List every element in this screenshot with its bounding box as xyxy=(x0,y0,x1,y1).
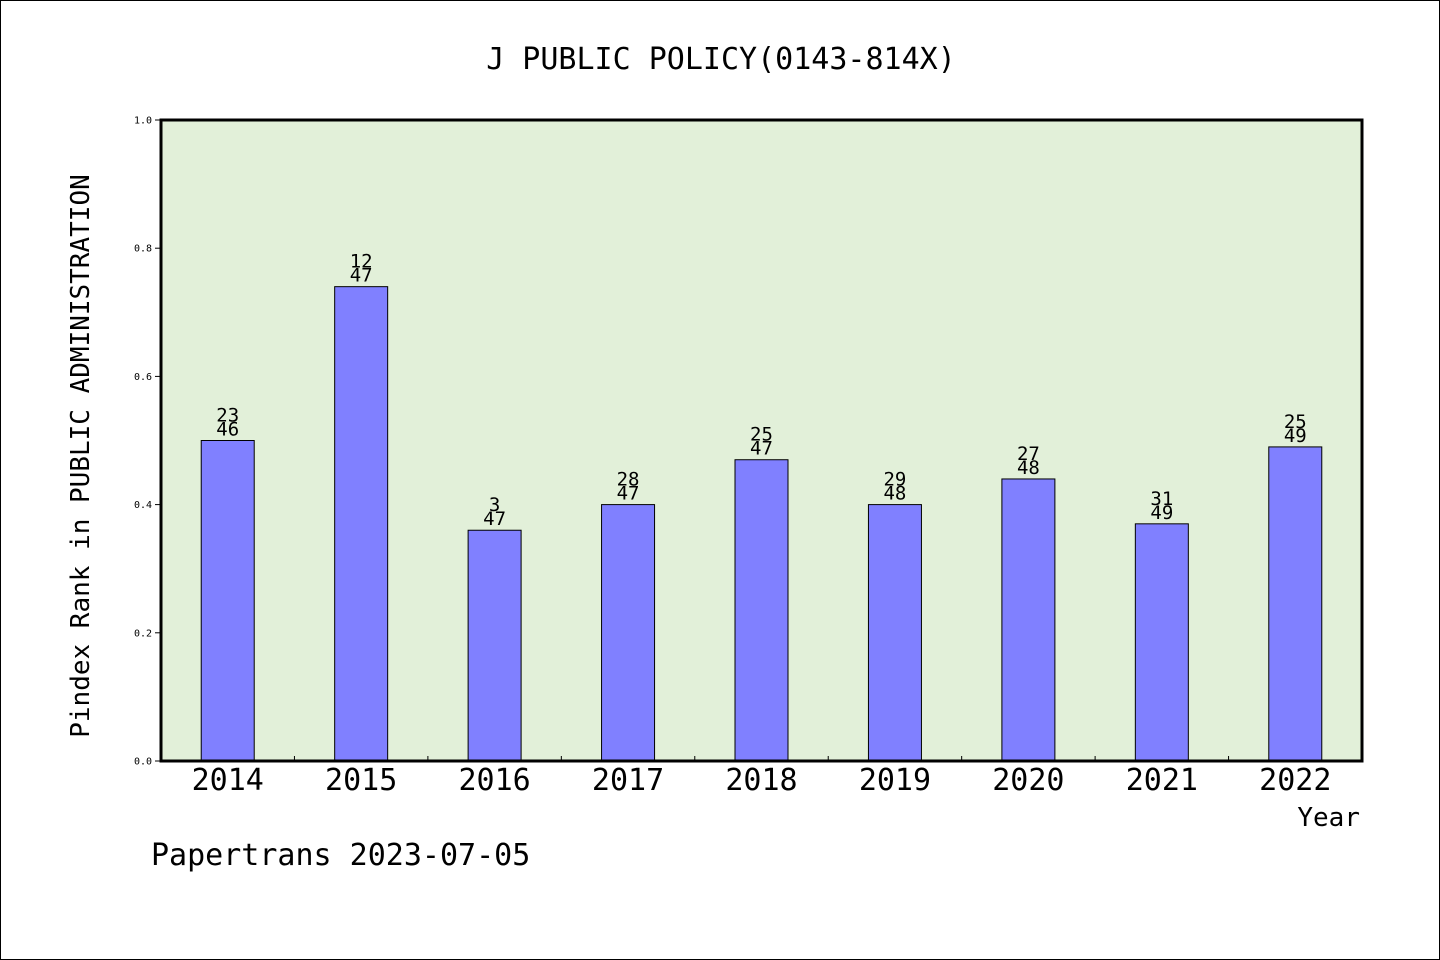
bar-rank-label: 27 xyxy=(1017,443,1040,465)
plot-border xyxy=(159,118,1364,763)
bar-2015 xyxy=(334,286,389,762)
x-tick-label: 2017 xyxy=(592,763,664,798)
bar-total-label: 49 xyxy=(1150,502,1173,524)
bar-rank-label: 29 xyxy=(883,469,906,491)
x-tick-label: 2015 xyxy=(325,763,397,798)
bar-2022 xyxy=(1268,446,1323,762)
bar-2017 xyxy=(601,504,656,762)
bar-total-label: 47 xyxy=(350,265,373,287)
x-axis-label: Year xyxy=(1297,803,1360,833)
bar-rank-label: 25 xyxy=(1284,411,1307,433)
bar-rank-label: 31 xyxy=(1150,488,1173,510)
y-tick-label: 0.2 xyxy=(134,628,152,639)
bar-2018 xyxy=(734,459,789,762)
bar-2020 xyxy=(1001,478,1056,762)
bar-total-label: 47 xyxy=(483,508,506,530)
bar-2016 xyxy=(467,529,522,762)
x-tick-label: 2018 xyxy=(725,763,797,798)
x-tick-label: 2022 xyxy=(1259,763,1331,798)
footer-credit: Papertrans 2023-07-05 xyxy=(151,838,530,873)
bar-total-label: 47 xyxy=(617,483,640,505)
x-tick-label: 2019 xyxy=(859,763,931,798)
x-tick-label: 2020 xyxy=(992,763,1064,798)
x-tick-label: 2016 xyxy=(458,763,530,798)
bar-total-label: 47 xyxy=(750,438,773,460)
y-tick-label: 0.4 xyxy=(134,500,152,511)
y-tick-label: 0.6 xyxy=(134,372,152,383)
bar-rank-label: 23 xyxy=(216,405,239,427)
bar-total-label: 49 xyxy=(1284,425,1307,447)
bar-rank-label: 25 xyxy=(750,424,773,446)
bar-rank-label: 3 xyxy=(489,494,500,516)
y-axis-label: Pindex Rank in PUBLIC ADMINISTRATION xyxy=(66,174,96,738)
bar-rank-label: 12 xyxy=(350,251,373,273)
x-tick-label: 2014 xyxy=(192,763,264,798)
bars-layer xyxy=(200,286,1323,762)
bar-2014 xyxy=(200,440,255,762)
bar-rank-label: 28 xyxy=(617,469,640,491)
bar-total-label: 46 xyxy=(216,419,239,441)
y-tick-label: 1.0 xyxy=(134,116,152,127)
x-axis: 2014 2015 2016 2017 2018 2019 2020 2021 2022 xyxy=(192,756,1331,798)
bar-2021 xyxy=(1134,523,1189,762)
bar-2019 xyxy=(867,504,922,762)
chart-title: J PUBLIC POLICY(0143-814X) xyxy=(486,42,956,77)
y-tick-label: 0.0 xyxy=(134,757,152,768)
y-tick-label: 0.8 xyxy=(134,244,152,255)
x-tick-label: 2021 xyxy=(1126,763,1198,798)
y-axis: 0.0 0.2 0.4 0.6 0.8 1.0 xyxy=(134,116,161,768)
bar-total-label: 48 xyxy=(883,483,906,505)
bar-total-label: 48 xyxy=(1017,457,1040,479)
